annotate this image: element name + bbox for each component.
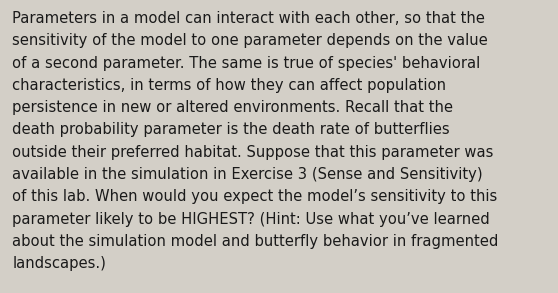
Text: characteristics, in terms of how they can affect population: characteristics, in terms of how they ca… xyxy=(12,78,446,93)
Text: of a second parameter. The same is true of species' behavioral: of a second parameter. The same is true … xyxy=(12,56,480,71)
Text: about the simulation model and butterfly behavior in fragmented: about the simulation model and butterfly… xyxy=(12,234,499,249)
Text: landscapes.): landscapes.) xyxy=(12,256,106,271)
Text: outside their preferred habitat. Suppose that this parameter was: outside their preferred habitat. Suppose… xyxy=(12,145,494,160)
Text: parameter likely to be HIGHEST? (Hint: Use what you’ve learned: parameter likely to be HIGHEST? (Hint: U… xyxy=(12,212,490,226)
Text: sensitivity of the model to one parameter depends on the value: sensitivity of the model to one paramete… xyxy=(12,33,488,48)
Text: death probability parameter is the death rate of butterflies: death probability parameter is the death… xyxy=(12,122,450,137)
Text: persistence in new or altered environments. Recall that the: persistence in new or altered environmen… xyxy=(12,100,453,115)
Text: of this lab. When would you expect the model’s sensitivity to this: of this lab. When would you expect the m… xyxy=(12,189,498,204)
Text: Parameters in a model can interact with each other, so that the: Parameters in a model can interact with … xyxy=(12,11,485,26)
Text: available in the simulation in Exercise 3 (Sense and Sensitivity): available in the simulation in Exercise … xyxy=(12,167,483,182)
